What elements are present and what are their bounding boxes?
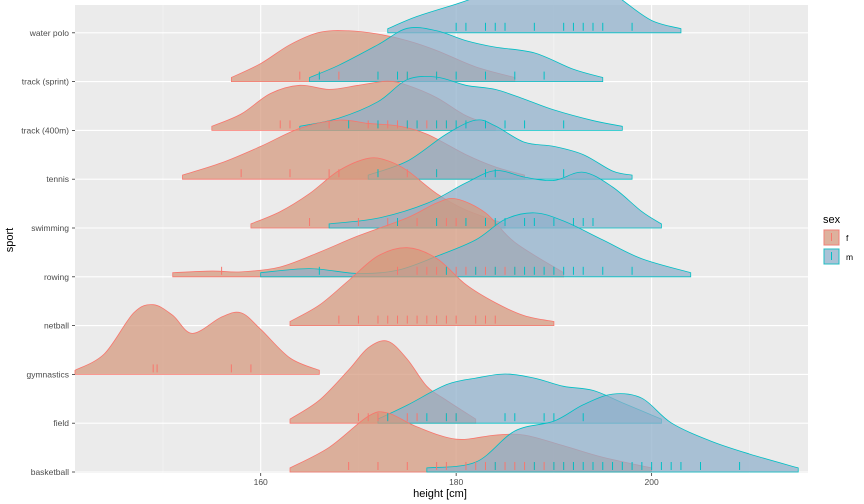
density-ridges: [74, 0, 799, 473]
y-axis-title: sport: [4, 228, 16, 252]
density-ridge-track-400m--m: [299, 75, 623, 131]
density-ridge-swimming-m: [328, 170, 662, 229]
y-axis: basketball field gymnastics netball rowing sw…: [21, 28, 75, 477]
density-ridge-netball-f: [289, 247, 555, 326]
y-tick-label: field: [53, 418, 69, 428]
legend: sex fm: [823, 214, 853, 265]
density-ridge-track-sprint--m: [309, 27, 604, 82]
x-tick-label: 180: [449, 477, 463, 487]
y-tick-label: tennis: [46, 174, 69, 184]
density-ridge-water-polo-m: [387, 0, 682, 34]
y-tick-label: track (sprint): [22, 77, 69, 87]
density-ridge-rowing-m: [260, 212, 692, 278]
x-axis-title: height [cm]: [413, 488, 467, 500]
rug-marks: [152, 22, 741, 470]
y-tick-label: netball: [44, 321, 69, 331]
y-tick-label: rowing: [44, 272, 69, 282]
legend-label-m: m: [846, 252, 853, 262]
density-ridge-gymnastics-f: [74, 304, 320, 375]
legend-label-f: f: [846, 233, 849, 243]
x-axis: 160 180 200: [254, 473, 659, 487]
x-tick-label: 160: [254, 477, 268, 487]
density-ridge-tennis-m: [367, 119, 633, 180]
y-tick-label: gymnastics: [26, 369, 69, 379]
legend-title: sex: [823, 214, 841, 226]
x-tick-label: 200: [645, 477, 659, 487]
y-tick-label: track (400m): [21, 125, 69, 135]
y-tick-label: basketball: [31, 467, 69, 477]
y-tick-label: swimming: [31, 223, 69, 233]
y-tick-label: water polo: [29, 28, 69, 38]
density-ridge-basketball-m: [426, 393, 799, 473]
